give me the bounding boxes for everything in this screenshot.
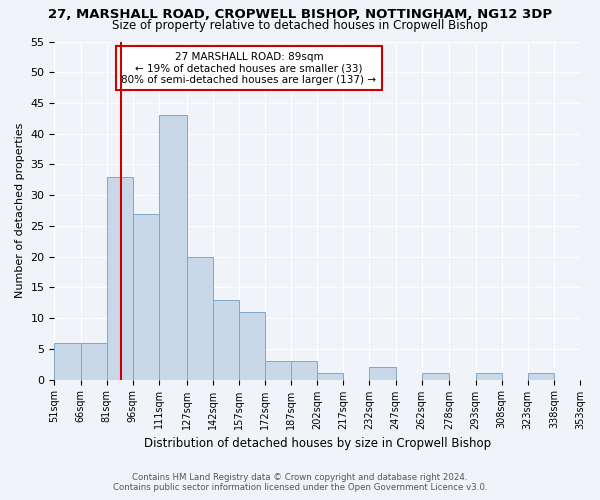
Bar	[55, 342, 80, 380]
Text: 27, MARSHALL ROAD, CROPWELL BISHOP, NOTTINGHAM, NG12 3DP: 27, MARSHALL ROAD, CROPWELL BISHOP, NOTT…	[48, 8, 552, 20]
Bar	[159, 116, 187, 380]
Bar	[187, 256, 213, 380]
Bar	[239, 312, 265, 380]
Text: Size of property relative to detached houses in Cropwell Bishop: Size of property relative to detached ho…	[112, 19, 488, 32]
Bar	[265, 361, 291, 380]
Bar	[422, 374, 449, 380]
Bar	[213, 300, 239, 380]
Bar	[370, 368, 395, 380]
Bar	[80, 342, 107, 380]
Text: 27 MARSHALL ROAD: 89sqm
← 19% of detached houses are smaller (33)
80% of semi-de: 27 MARSHALL ROAD: 89sqm ← 19% of detache…	[121, 52, 376, 85]
Y-axis label: Number of detached properties: Number of detached properties	[15, 123, 25, 298]
Bar	[317, 374, 343, 380]
Bar	[133, 214, 159, 380]
Bar	[107, 176, 133, 380]
Bar	[476, 374, 502, 380]
Bar	[528, 374, 554, 380]
Text: Contains HM Land Registry data © Crown copyright and database right 2024.
Contai: Contains HM Land Registry data © Crown c…	[113, 473, 487, 492]
Bar	[291, 361, 317, 380]
X-axis label: Distribution of detached houses by size in Cropwell Bishop: Distribution of detached houses by size …	[143, 437, 491, 450]
